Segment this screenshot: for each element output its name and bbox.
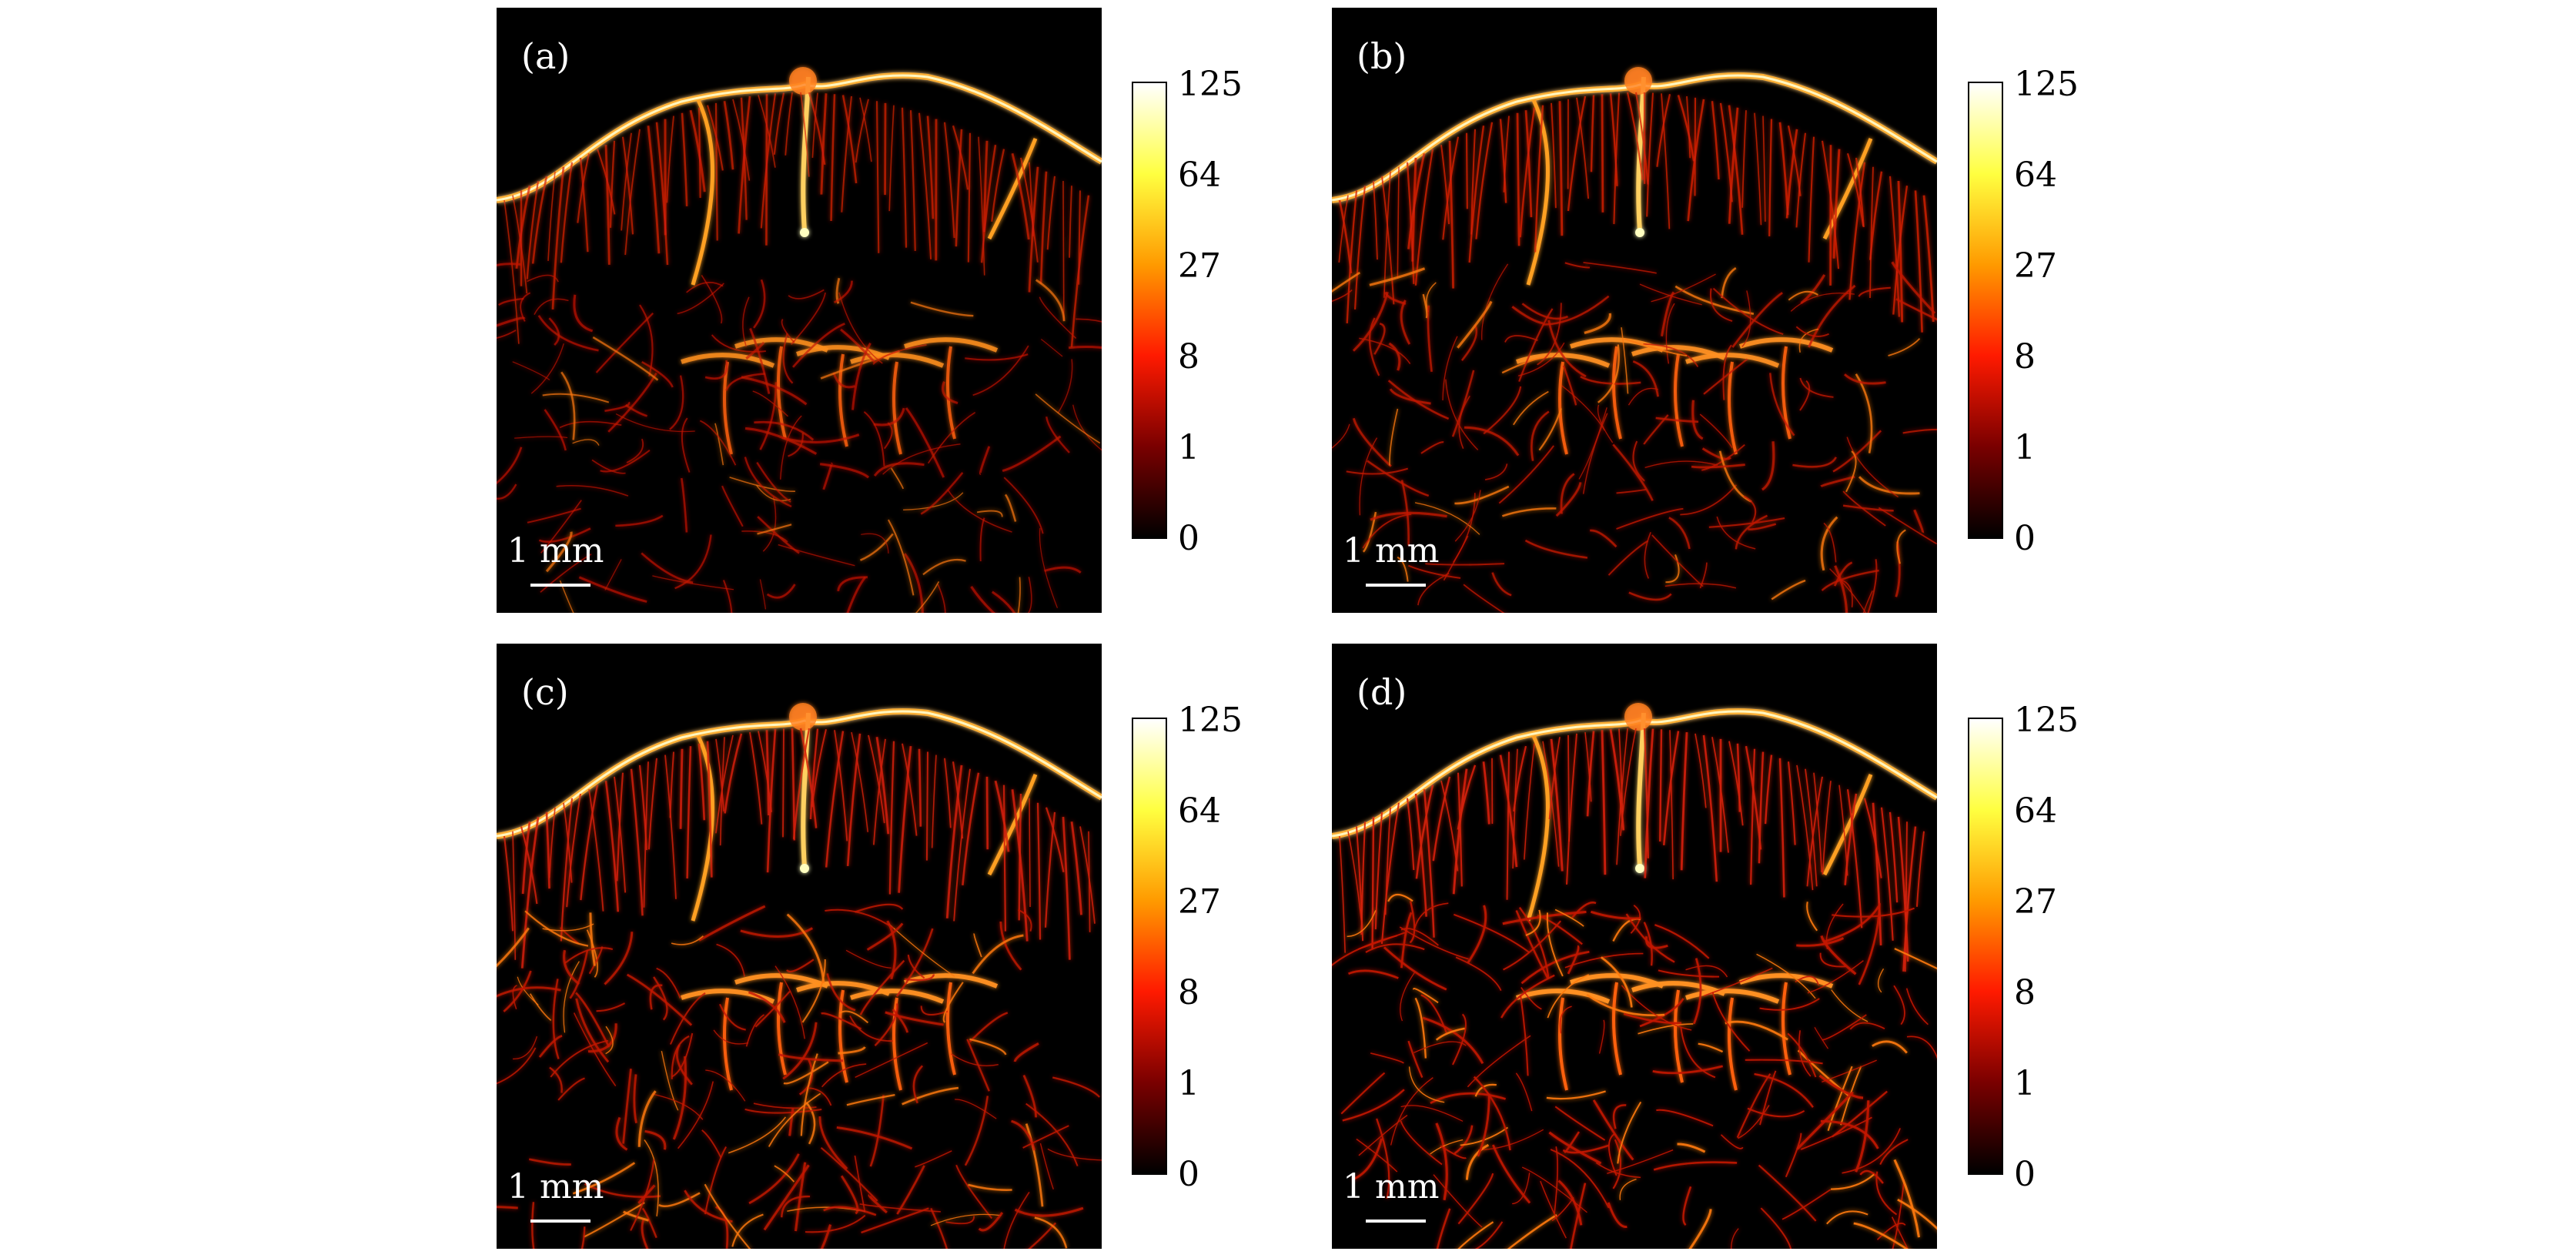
scalebar-line-d: [1366, 1220, 1426, 1223]
scalebar-text-a: 1 mm: [507, 531, 604, 570]
colorbar-tick: 64: [2014, 156, 2057, 195]
panel-a: (a) 1 mm: [497, 8, 1102, 613]
scalebar-line-b: [1366, 584, 1426, 587]
colorbar-tick: 8: [1178, 337, 1199, 376]
vessel-image-d: [1332, 703, 1937, 1249]
colorbar-tick: 1: [2014, 428, 2036, 467]
colorbar-b: [1968, 82, 2003, 539]
scalebar-text-c: 1 mm: [507, 1167, 604, 1206]
panel-label-b: (b): [1357, 35, 1407, 77]
colorbar-tick: 64: [1178, 791, 1221, 831]
panel-label-a: (a): [521, 35, 570, 77]
panel-b: (b) 1 mm: [1332, 8, 1937, 613]
panel-label-d: (d): [1357, 671, 1407, 713]
panel-c: (c) 1 mm: [497, 644, 1102, 1249]
colorbar-d: [1968, 718, 2003, 1175]
colorbar-tick: 8: [1178, 973, 1199, 1012]
colorbar-tick: 125: [1178, 65, 1243, 104]
colorbar-tick: 27: [2014, 246, 2057, 286]
scalebar-line-c: [530, 1220, 590, 1223]
colorbar-tick: 1: [1178, 1064, 1199, 1103]
colorbar-tick: 0: [1178, 1155, 1199, 1194]
colorbar-tick: 125: [2014, 701, 2079, 740]
vessel-image-a: [497, 67, 1102, 613]
colorbar-tick: 0: [2014, 1155, 2036, 1194]
colorbar-tick: 64: [1178, 156, 1221, 195]
colorbar-tick: 0: [1178, 519, 1199, 558]
colorbar-tick: 1: [2014, 1064, 2036, 1103]
colorbar-tick: 27: [1178, 882, 1221, 922]
scalebar-text-d: 1 mm: [1343, 1167, 1440, 1206]
colorbar-tick: 0: [2014, 519, 2036, 558]
scalebar-text-b: 1 mm: [1343, 531, 1440, 570]
colorbar-tick: 27: [2014, 882, 2057, 922]
colorbar-tick: 27: [1178, 246, 1221, 286]
colorbar-tick: 125: [2014, 65, 2079, 104]
vessel-image-c: [497, 703, 1102, 1249]
colorbar-tick: 8: [2014, 337, 2036, 376]
panel-label-c: (c): [521, 671, 569, 713]
vessel-image-b: [1332, 67, 1937, 613]
colorbar-c: [1132, 718, 1167, 1175]
scalebar-line-a: [530, 584, 590, 587]
colorbar-tick: 8: [2014, 973, 2036, 1012]
colorbar-tick: 64: [2014, 791, 2057, 831]
colorbar-a: [1132, 82, 1167, 539]
colorbar-tick: 1: [1178, 428, 1199, 467]
panel-d: (d) 1 mm: [1332, 644, 1937, 1249]
colorbar-tick: 125: [1178, 701, 1243, 740]
